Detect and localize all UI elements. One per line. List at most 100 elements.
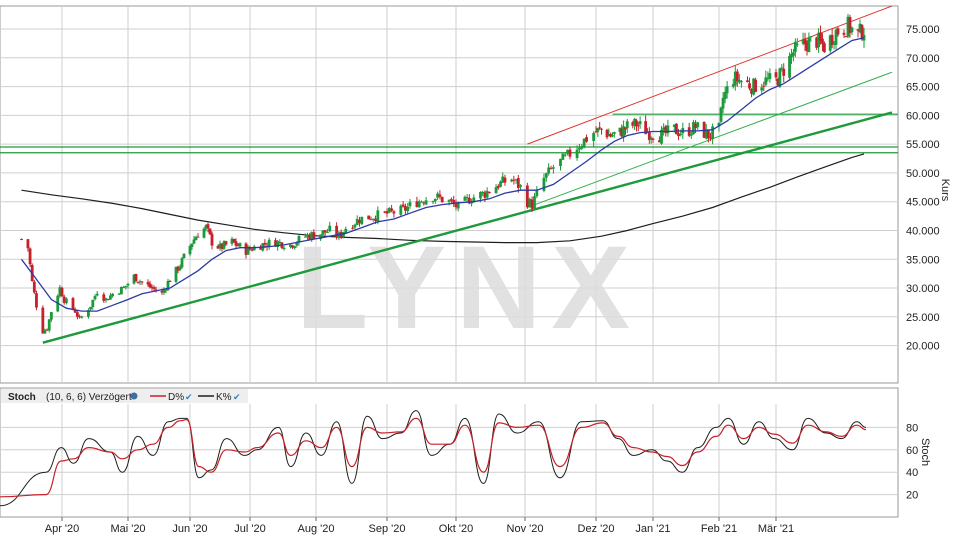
- candle-body: [580, 146, 584, 149]
- candle-body: [32, 281, 36, 293]
- price-tick-label: 35.000: [906, 254, 940, 266]
- candle-body: [721, 97, 725, 109]
- candle-body: [496, 185, 500, 188]
- candle-body: [530, 199, 534, 209]
- candle-body: [510, 179, 514, 182]
- candle-body: [26, 239, 30, 249]
- candle-body: [533, 196, 536, 209]
- candle-body: [351, 227, 355, 229]
- candle-body: [369, 219, 373, 221]
- candle-body: [692, 121, 695, 135]
- candle-body: [250, 249, 254, 251]
- candle-body: [821, 38, 824, 44]
- candle-body: [739, 81, 743, 83]
- settings-icon: [130, 392, 138, 400]
- candle-body: [578, 147, 581, 150]
- candle-body: [160, 290, 164, 293]
- candle-body: [503, 177, 507, 183]
- candle-body: [132, 274, 136, 284]
- candle-body: [41, 307, 45, 334]
- legend-params: (10, 6, 6) Verzögert: [46, 392, 132, 403]
- candle-body: [422, 202, 426, 204]
- candle-body: [190, 243, 194, 248]
- candle-body: [563, 154, 567, 156]
- candle-body: [575, 149, 579, 159]
- candle-body: [803, 38, 807, 45]
- candle-body: [762, 85, 766, 87]
- candle-body: [487, 191, 491, 193]
- candle-body: [328, 225, 332, 232]
- candle-body: [306, 234, 309, 237]
- candle-body: [733, 71, 737, 86]
- x-axis: Apr '20 Mai '20 Jun '20 Jul '20 Aug '20 Sep '…: [45, 517, 794, 535]
- candle-body: [525, 185, 529, 208]
- candle-body: [303, 236, 307, 238]
- candle-body: [20, 238, 23, 240]
- candle-body: [109, 295, 112, 300]
- candle-body: [206, 224, 210, 229]
- candle-body: [248, 247, 252, 250]
- price-tick-label: 75.000: [906, 24, 940, 36]
- x-tick-label: Mär '21: [758, 523, 794, 535]
- candle-body: [782, 68, 786, 76]
- trendline-channel-lower: [527, 71, 893, 208]
- candle-body: [276, 241, 280, 247]
- candle-body: [561, 153, 565, 160]
- candle-body: [78, 316, 81, 318]
- candle-body: [392, 211, 396, 214]
- candle-body: [353, 224, 357, 228]
- candle-body: [470, 202, 473, 204]
- candle-body: [600, 128, 603, 130]
- candle-body: [154, 289, 158, 291]
- candle-body: [828, 35, 832, 51]
- candle-body: [766, 78, 770, 80]
- candle-body: [297, 236, 301, 243]
- candle-body: [822, 43, 826, 53]
- candle-body: [134, 274, 138, 282]
- candle-body: [122, 287, 125, 289]
- candle-body: [711, 126, 715, 139]
- candle-body: [43, 330, 47, 334]
- candle-body: [709, 137, 712, 139]
- candle-body: [358, 220, 361, 223]
- price-axis-title: Kurs: [939, 179, 951, 202]
- candle-body: [62, 296, 66, 303]
- candle-body: [452, 200, 456, 204]
- candle-body: [35, 293, 38, 308]
- candle-body: [450, 199, 453, 201]
- candle-body: [91, 299, 95, 308]
- candle-body: [559, 158, 562, 167]
- candle-body: [552, 167, 555, 169]
- candle-body: [494, 187, 498, 194]
- candle-body: [542, 177, 546, 191]
- candle-body: [390, 208, 393, 211]
- candle-body: [447, 200, 451, 202]
- candle-body: [598, 127, 602, 129]
- candle-body: [140, 281, 144, 283]
- candle-body: [440, 196, 444, 203]
- candle-body: [609, 134, 613, 137]
- candle-body: [111, 293, 114, 297]
- candle-body: [454, 202, 458, 208]
- candle-body: [465, 197, 469, 199]
- stoch-d-line: [0, 417, 867, 498]
- candle-body: [768, 73, 772, 79]
- candle-body: [568, 149, 572, 157]
- candle-body: [424, 200, 428, 205]
- candle-body: [622, 126, 625, 137]
- candle-body: [631, 122, 635, 126]
- candle-body: [371, 218, 375, 220]
- candle-body: [748, 83, 751, 89]
- candle-body: [176, 266, 180, 271]
- candle-body: [224, 241, 228, 245]
- candle-body: [677, 133, 680, 137]
- candle-body: [263, 242, 267, 245]
- candle-body: [374, 218, 377, 221]
- candle-body: [312, 232, 316, 239]
- candle-body: [76, 312, 79, 317]
- sma-long-line: [21, 153, 865, 244]
- candle-body: [208, 228, 212, 235]
- candle-body: [321, 230, 325, 235]
- candle-body: [102, 294, 106, 301]
- x-tick-label: Feb '21: [701, 523, 737, 535]
